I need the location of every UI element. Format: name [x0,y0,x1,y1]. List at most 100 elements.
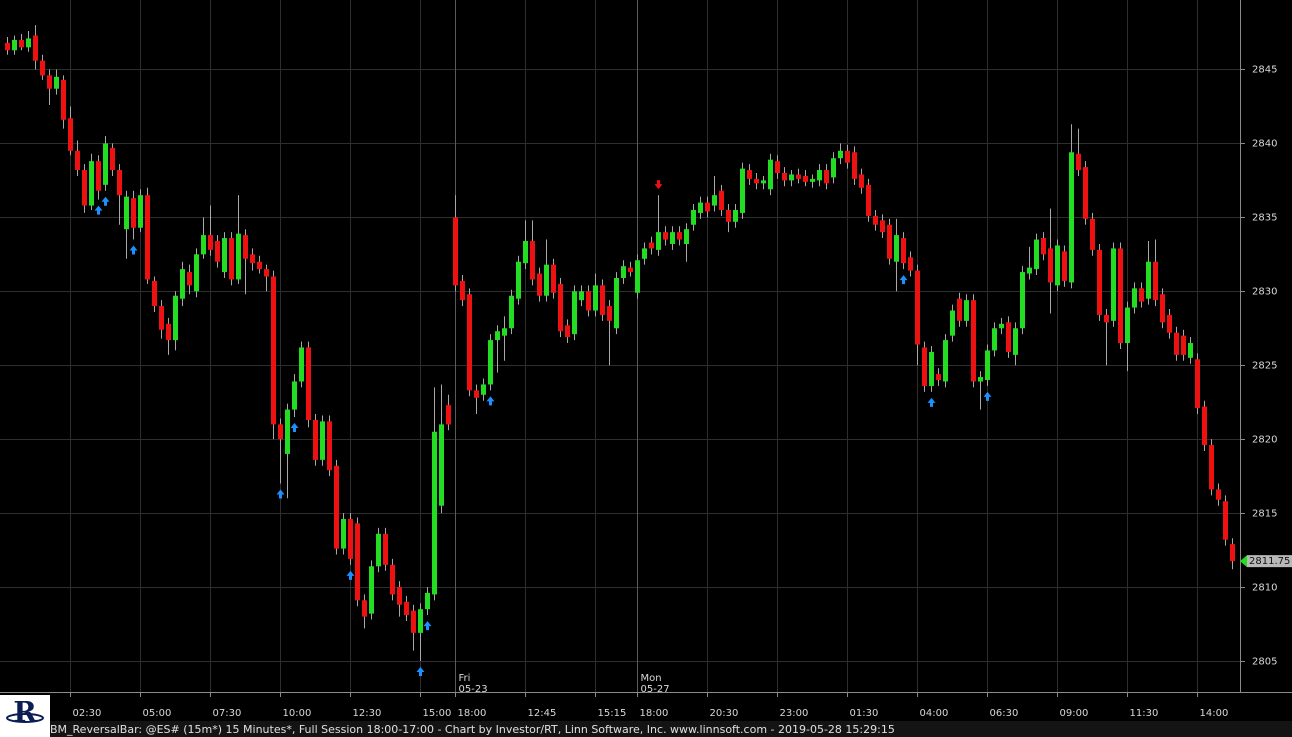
candle-body [26,38,31,48]
candle-body [236,233,241,280]
x-tick-label: 07:30 [213,708,242,719]
candle-body [1181,335,1186,355]
candle-body [446,405,451,425]
candle-body [929,351,934,386]
candle-body [719,190,724,210]
candle-body [1209,445,1214,490]
candle-body [5,42,10,51]
candle-body [47,75,52,89]
candle-body [838,150,843,159]
x-tick-label: 15:15 [598,708,627,719]
candle-body [565,325,570,338]
x-tick-label: 11:30 [1130,708,1159,719]
candle-body [145,195,150,280]
candle-body [1153,261,1158,301]
candle-body [782,173,787,181]
candle-body [432,431,437,595]
logo-ring [6,713,44,723]
candle-body [376,533,381,567]
signal-arrow [276,489,285,499]
candle-body [789,174,794,181]
candle-body [768,159,773,190]
candle-body [278,424,283,440]
signal-arrow [346,570,355,580]
logo-letter: R [13,696,37,729]
candle-body [1118,248,1123,344]
candle-body [124,196,129,230]
candle-body [264,269,269,277]
candle-body [1083,167,1088,219]
candle-body [208,235,213,250]
candle-body [369,566,374,614]
candle-body [866,184,871,216]
candle-body [299,347,304,382]
signal-arrow [101,196,110,206]
signal-arrow [94,205,103,215]
candle-body [691,209,696,225]
y-tick-label: 2805 [1252,657,1277,668]
candle-body [348,519,353,559]
y-tick-label: 2845 [1252,65,1277,76]
candle-body [817,170,822,181]
mark-layer [5,25,1235,676]
candle-body [705,202,710,212]
candle-body [1055,245,1060,286]
candle-body [698,202,703,213]
last-price-box [1247,555,1292,568]
candle-body [852,152,857,179]
candle-body [194,254,199,292]
day-name: Fri [459,673,471,684]
day-date: 05-23 [459,684,488,695]
candle-body [880,220,885,233]
candle-body [397,587,402,605]
candle-body [572,291,577,335]
candle-body [642,248,647,259]
candle-body [1139,288,1144,302]
candle-body [495,331,500,341]
signal-arrow [983,391,992,401]
candle-body [831,158,836,178]
logo: R [0,695,50,737]
x-tick-label: 18:00 [640,708,669,719]
candle-body [488,340,493,385]
signal-arrow [290,422,299,432]
candle-body [201,235,206,255]
candle-body [936,374,941,381]
signal-arrow [927,397,936,407]
x-tick-label: 20:30 [710,708,739,719]
x-tick-label: 10:00 [283,708,312,719]
candle-body [1041,238,1046,255]
x-tick-label: 06:30 [990,708,1019,719]
y-tick-label: 2815 [1252,509,1277,520]
candle-body [649,242,654,249]
candle-body [1125,307,1130,344]
candle-body [586,291,591,311]
y-tick-label: 2835 [1252,213,1277,224]
candle-body [1195,359,1200,409]
candle-body [33,35,38,61]
candle-body [614,277,619,329]
candle-body [558,283,563,332]
candle-body [523,241,528,264]
candle-body [68,118,73,151]
candle-body [754,178,759,184]
candle-body [285,409,290,454]
candle-body [775,161,780,173]
x-tick-label: 12:30 [353,708,382,719]
candle-body [1048,248,1053,283]
candle-body [1167,314,1172,333]
x-tick-label: 09:00 [1060,708,1089,719]
candle-body [439,424,444,506]
candle-body [453,217,458,286]
candle-body [684,229,689,244]
candle-body [418,609,423,633]
y-tick-label: 2820 [1252,435,1277,446]
candle-body [824,170,829,184]
candle-body [915,270,920,345]
candle-body [656,232,661,250]
candle-body [992,328,997,351]
candle-body [82,170,87,206]
x-tick-label: 18:00 [458,708,487,719]
x-tick-label: 12:45 [528,708,557,719]
